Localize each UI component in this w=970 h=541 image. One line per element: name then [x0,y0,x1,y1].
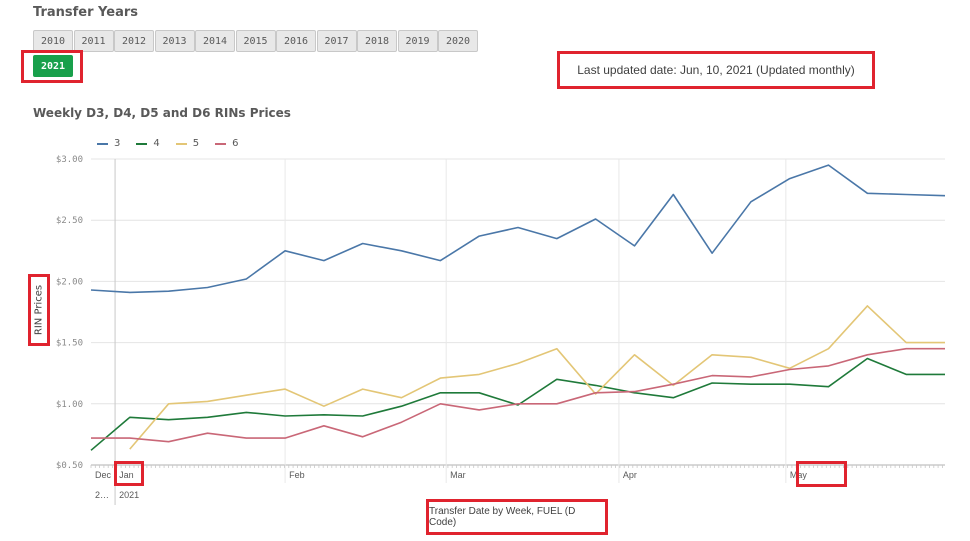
series-line-3 [90,164,946,294]
x-year-label: 2021 [119,490,139,500]
chart-legend: 3 4 5 6 [97,138,255,149]
legend-label: 4 [153,138,160,149]
y-axis-label: RIN Prices [33,284,45,336]
year-button-2016[interactable]: 2016 [276,30,316,52]
y-tick-label: $1.50 [56,339,83,349]
year-button-2015[interactable]: 2015 [235,30,276,52]
year-button-2020[interactable]: 2020 [438,30,478,52]
chart-title: Weekly D3, D4, D5 and D6 RINs Prices [33,106,291,120]
legend-swatch [215,142,227,145]
x-tick-label: Jan [119,470,134,480]
legend-label: 6 [232,138,239,149]
jan-tick-highlight [114,461,144,486]
may-tick-highlight [796,461,847,487]
legend-item-3[interactable]: 3 [97,138,120,149]
transfer-years-title: Transfer Years [33,5,138,20]
y-tick-label: $1.00 [56,400,83,410]
legend-swatch [175,142,187,145]
y-axis-label-highlight [28,274,50,346]
last-updated-text: Last updated date: Jun, 10, 2021 (Update… [557,51,875,89]
legend-label: 3 [114,138,121,149]
selected-year-highlight [21,50,83,83]
year-button-2012[interactable]: 2012 [114,30,154,52]
y-tick-label: $2.00 [56,277,83,287]
legend-item-6[interactable]: 6 [215,138,239,149]
legend-swatch [136,142,148,145]
legend-swatch [97,142,108,145]
year-button-selected[interactable]: 2021 [33,55,73,77]
x-year-label: 2… [95,490,109,500]
year-button-2011[interactable]: 2011 [73,30,114,52]
x-tick-label: Apr [623,470,637,480]
y-tick-label: $3.00 [56,155,83,165]
legend-label: 5 [192,138,200,149]
year-button-2014[interactable]: 2014 [195,30,235,52]
year-button-2018[interactable]: 2018 [357,30,397,52]
series-line-6 [91,347,945,443]
series-line-4 [90,357,945,451]
y-tick-label: $2.50 [56,216,83,226]
year-button-2017[interactable]: 2017 [316,30,357,52]
x-tick-label: Dec [95,470,112,480]
x-tick-label: Feb [289,470,305,480]
series-line-5 [129,305,945,450]
y-tick-label: $0.50 [56,461,83,471]
year-button-2019[interactable]: 2019 [397,30,438,52]
x-tick-label: Mar [450,470,466,480]
legend-item-4[interactable]: 4 [136,138,160,149]
legend-item-5[interactable]: 5 [175,138,200,149]
year-filter-bar: 2010 2011 2012 2013 2014 2015 2016 2017 2018 2019… [33,30,479,52]
x-axis-label: Transfer Date by Week, FUEL (D Code) [426,499,608,535]
year-button-2013[interactable]: 2013 [154,30,195,52]
